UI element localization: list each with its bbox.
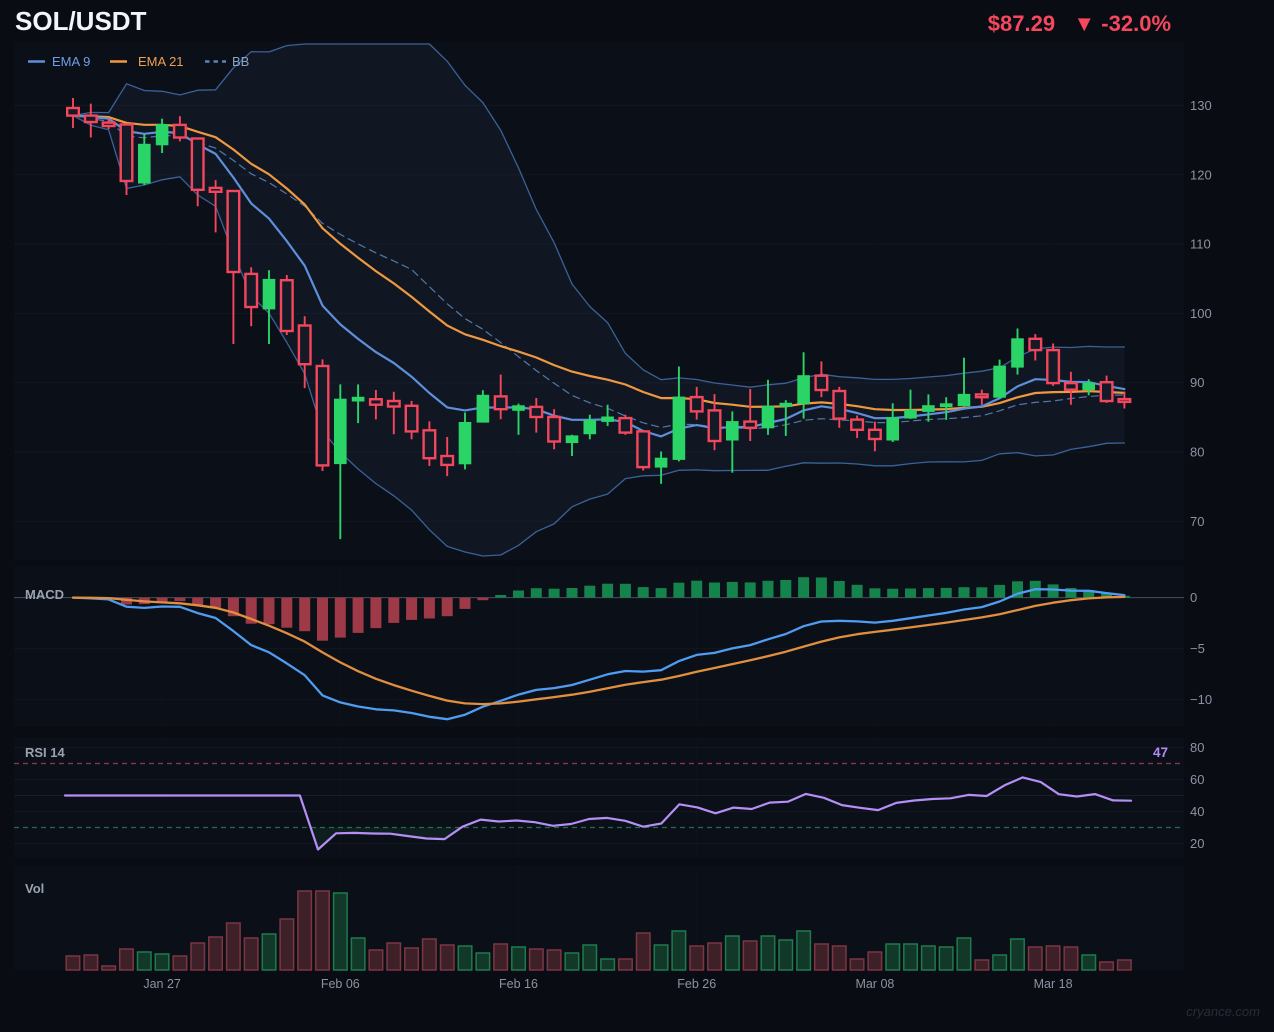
svg-text:60: 60 (1190, 772, 1204, 787)
svg-text:120: 120 (1190, 167, 1212, 182)
svg-text:80: 80 (1190, 445, 1204, 460)
svg-text:90: 90 (1190, 375, 1204, 390)
svg-text:EMA 9: EMA 9 (52, 54, 90, 69)
svg-text:47: 47 (1153, 745, 1168, 760)
svg-text:100: 100 (1190, 306, 1212, 321)
svg-text:Jan 27: Jan 27 (143, 977, 181, 991)
svg-text:130: 130 (1190, 98, 1212, 113)
svg-text:−5: −5 (1190, 641, 1205, 656)
svg-text:EMA 21: EMA 21 (138, 54, 184, 69)
svg-text:Mar 08: Mar 08 (855, 977, 894, 991)
svg-text:$87.29 ▼ -32.0%: $87.29 ▼ -32.0% (988, 11, 1171, 36)
svg-text:110: 110 (1190, 237, 1211, 252)
svg-text:20: 20 (1190, 836, 1204, 851)
svg-text:SOL/USDT: SOL/USDT (15, 6, 147, 36)
svg-text:cryance.com: cryance.com (1186, 1004, 1260, 1019)
svg-text:70: 70 (1190, 514, 1204, 529)
svg-text:MACD: MACD (25, 587, 64, 602)
svg-text:0: 0 (1190, 590, 1197, 605)
svg-text:40: 40 (1190, 804, 1204, 819)
svg-text:BB: BB (232, 54, 249, 69)
svg-text:−10: −10 (1190, 692, 1212, 707)
svg-text:Mar 18: Mar 18 (1034, 977, 1073, 991)
svg-text:Vol: Vol (25, 881, 44, 896)
svg-text:Feb 26: Feb 26 (677, 977, 716, 991)
svg-text:Feb 16: Feb 16 (499, 977, 538, 991)
svg-text:80: 80 (1190, 740, 1204, 755)
svg-text:RSI 14: RSI 14 (25, 745, 66, 760)
svg-text:Feb 06: Feb 06 (321, 977, 360, 991)
